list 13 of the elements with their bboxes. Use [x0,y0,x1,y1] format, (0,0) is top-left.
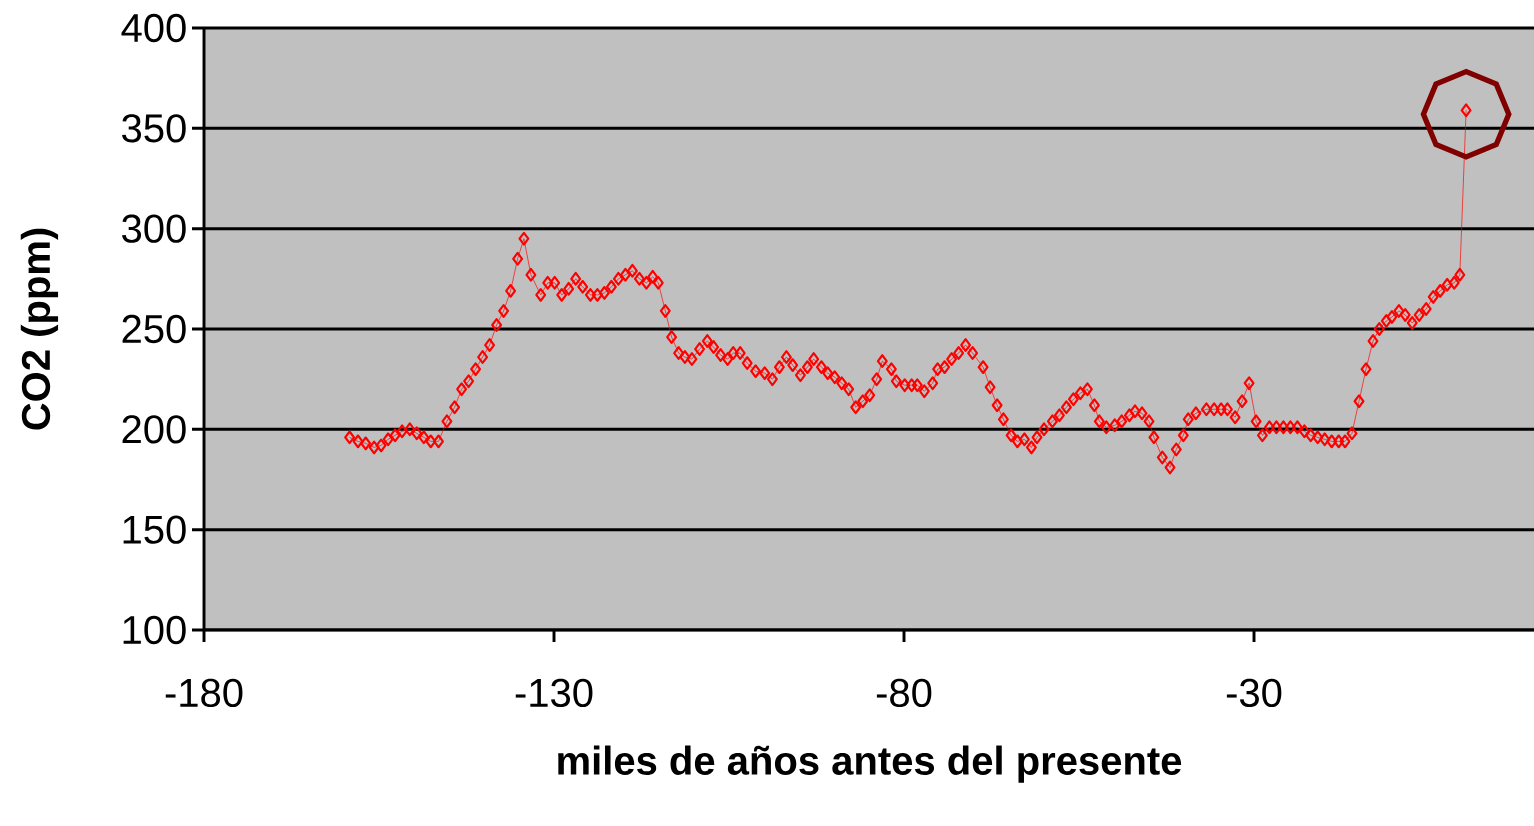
y-axis-title: CO2 (ppm) [20,228,59,430]
y-tick-label: 200 [122,415,186,444]
x-tick-label: -180 [165,678,243,708]
x-axis-title: miles de años antes del presente [558,745,1182,783]
y-tick-label: 250 [122,314,186,344]
x-tick-label: -30 [1226,678,1282,708]
y-tick-label: 150 [123,515,186,544]
y-tick-label: 400 [121,13,186,43]
x-tick-label: -80 [876,678,932,708]
y-tick-label: 100 [123,615,186,645]
x-tick-label: -130 [515,678,593,708]
y-tick-label: 350 [122,114,186,143]
y-tick-label: 300 [122,214,186,243]
